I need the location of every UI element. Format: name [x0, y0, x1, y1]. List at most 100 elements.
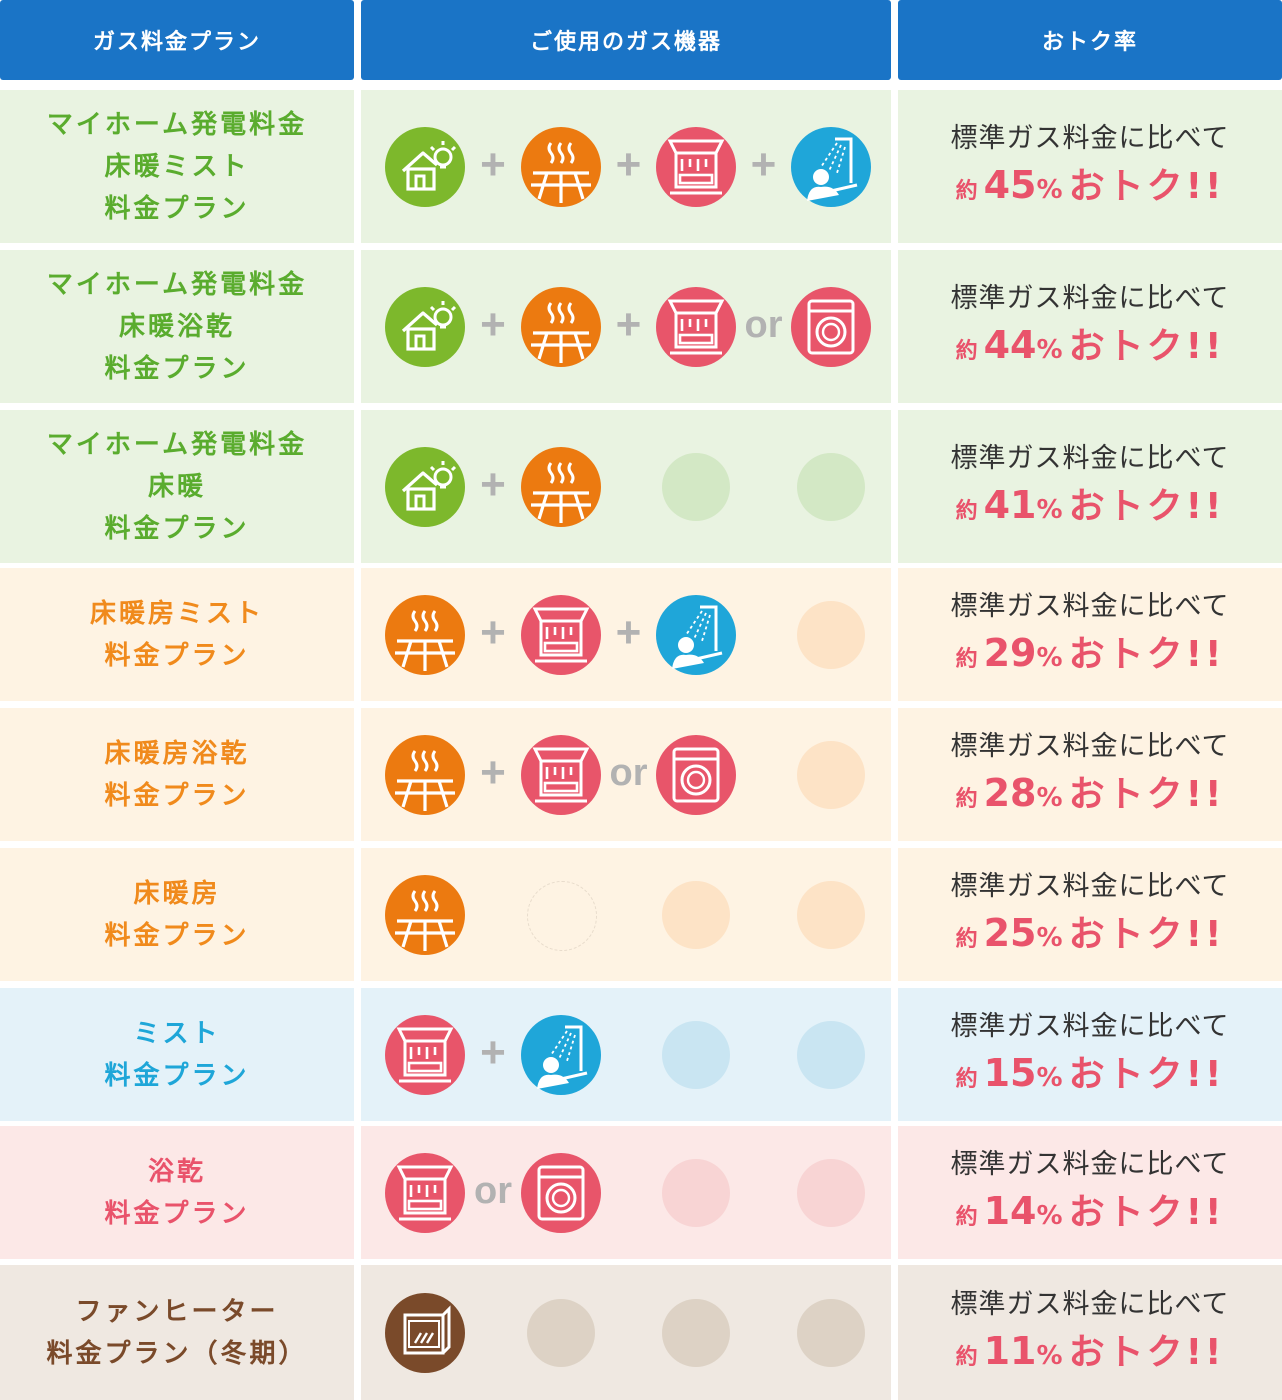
- approx-label: 約: [955, 338, 978, 364]
- savings-cell: 標準ガス料金に比べて約 11% おトク!!: [898, 1265, 1282, 1400]
- plus-separator: +: [615, 299, 642, 349]
- empty-slot: [662, 1158, 730, 1227]
- plus-separator: +: [480, 1027, 506, 1077]
- savings-cell: 標準ガス料金に比べて約 14% おトク!!: [898, 1126, 1282, 1259]
- header-plan: ガス料金プラン: [0, 0, 354, 80]
- clothes-dryer-icon: [656, 734, 736, 815]
- plus-separator: +: [480, 299, 506, 349]
- plus-separator: +: [615, 607, 642, 657]
- floor-heating-icon: [521, 286, 601, 367]
- empty-slot: [797, 740, 865, 809]
- savings-percent: 28: [983, 770, 1037, 815]
- fan-heater-icon: [385, 1292, 465, 1373]
- compare-text: 標準ガス料金に比べて: [950, 590, 1230, 622]
- approx-label: 約: [955, 1204, 978, 1230]
- plan-name-line: 料金プラン: [104, 640, 250, 671]
- plan-name-line: マイホーム発電料金: [46, 109, 308, 140]
- savings-rate: 約 44% おトク!!: [956, 321, 1225, 377]
- header-savings: おトク率: [898, 0, 1282, 80]
- or-separator: or: [744, 303, 783, 346]
- percent-unit: %: [1036, 1062, 1063, 1093]
- approx-label: 約: [955, 498, 978, 524]
- savings-rate: 約 11% おトク!!: [956, 1327, 1225, 1383]
- floor-heating-icon: [385, 874, 465, 955]
- plan-name-cell: 床暖房ミスト 料金プラン: [0, 568, 354, 701]
- otoku-label: おトク!!: [1068, 485, 1225, 527]
- bathroom-dryer-icon: [656, 286, 736, 367]
- or-separator: or: [474, 1169, 512, 1212]
- savings-rate: 約 41% おトク!!: [956, 481, 1225, 537]
- savings-cell: 標準ガス料金に比べて約 29% おトク!!: [898, 568, 1282, 701]
- plus-separator: +: [480, 607, 506, 657]
- floor-heating-icon: [521, 126, 601, 207]
- otoku-label: おトク!!: [1068, 773, 1225, 815]
- plan-name-line: 料金プラン: [104, 353, 250, 384]
- empty-slot: [527, 880, 597, 951]
- empty-slot: [797, 1158, 865, 1227]
- plus-separator: +: [480, 459, 506, 509]
- approx-label: 約: [955, 1344, 978, 1370]
- savings-cell: 標準ガス料金に比べて約 15% おトク!!: [898, 988, 1282, 1121]
- plan-name-line: 床暖浴乾: [118, 311, 235, 342]
- mist-sauna-icon: [791, 126, 871, 207]
- plan-name-cell: マイホーム発電料金 床暖 料金プラン: [0, 410, 354, 563]
- approx-label: 約: [955, 926, 978, 952]
- house-power-icon: [385, 446, 465, 527]
- clothes-dryer-icon: [521, 1152, 601, 1233]
- empty-slot: [527, 1298, 595, 1367]
- plus-separator: +: [480, 747, 506, 797]
- header-equipment: ご使用のガス機器: [361, 0, 891, 80]
- plan-name-cell: マイホーム発電料金 床暖ミスト 料金プラン: [0, 90, 354, 243]
- percent-unit: %: [1036, 1200, 1063, 1231]
- empty-slot: [797, 452, 865, 521]
- plan-name-line: 料金プラン: [104, 1060, 250, 1091]
- percent-unit: %: [1036, 174, 1063, 205]
- house-power-icon: [385, 286, 465, 367]
- compare-text: 標準ガス料金に比べて: [950, 282, 1230, 314]
- otoku-label: おトク!!: [1068, 1191, 1225, 1233]
- bathroom-dryer-icon: [385, 1152, 465, 1233]
- empty-slot: [662, 880, 730, 949]
- savings-rate: 約 45% おトク!!: [956, 161, 1225, 217]
- plan-name-line: ミスト: [133, 1018, 221, 1049]
- mist-sauna-icon: [656, 594, 736, 675]
- compare-text: 標準ガス料金に比べて: [950, 1010, 1230, 1042]
- percent-unit: %: [1036, 1340, 1063, 1371]
- empty-slot: [797, 880, 865, 949]
- savings-rate: 約 28% おトク!!: [956, 769, 1225, 825]
- savings-percent: 15: [983, 1050, 1037, 1095]
- savings-rate: 約 25% おトク!!: [956, 909, 1225, 965]
- compare-text: 標準ガス料金に比べて: [950, 122, 1230, 154]
- savings-cell: 標準ガス料金に比べて約 41% おトク!!: [898, 410, 1282, 563]
- plan-name-line: 床暖房浴乾: [104, 738, 250, 769]
- bathroom-dryer-icon: [521, 594, 601, 675]
- percent-unit: %: [1036, 782, 1063, 813]
- savings-percent: 45: [983, 162, 1037, 207]
- empty-slot: [797, 600, 865, 669]
- savings-cell: 標準ガス料金に比べて約 44% おトク!!: [898, 250, 1282, 403]
- plus-separator: +: [615, 139, 642, 189]
- floor-heating-icon: [521, 446, 601, 527]
- savings-percent: 11: [983, 1328, 1037, 1373]
- compare-text: 標準ガス料金に比べて: [950, 1288, 1230, 1320]
- approx-label: 約: [955, 178, 978, 204]
- savings-rate: 約 14% おトク!!: [956, 1187, 1225, 1243]
- empty-slot: [662, 452, 730, 521]
- compare-text: 標準ガス料金に比べて: [950, 1148, 1230, 1180]
- otoku-label: おトク!!: [1068, 633, 1225, 675]
- empty-slot: [797, 1298, 865, 1367]
- floor-heating-icon: [385, 594, 465, 675]
- savings-rate: 約 15% おトク!!: [956, 1049, 1225, 1105]
- otoku-label: おトク!!: [1068, 913, 1225, 955]
- bathroom-dryer-icon: [521, 734, 601, 815]
- plan-name-line: 料金プラン: [104, 193, 250, 224]
- savings-percent: 25: [983, 910, 1037, 955]
- plan-name-line: ファンヒーター: [75, 1296, 279, 1327]
- savings-percent: 29: [983, 630, 1037, 675]
- compare-text: 標準ガス料金に比べて: [950, 870, 1230, 902]
- floor-heating-icon: [385, 734, 465, 815]
- approx-label: 約: [955, 786, 978, 812]
- plan-name-line: 床暖房ミスト: [89, 598, 264, 629]
- savings-percent: 41: [983, 482, 1037, 527]
- plan-name-line: 料金プラン: [104, 920, 250, 951]
